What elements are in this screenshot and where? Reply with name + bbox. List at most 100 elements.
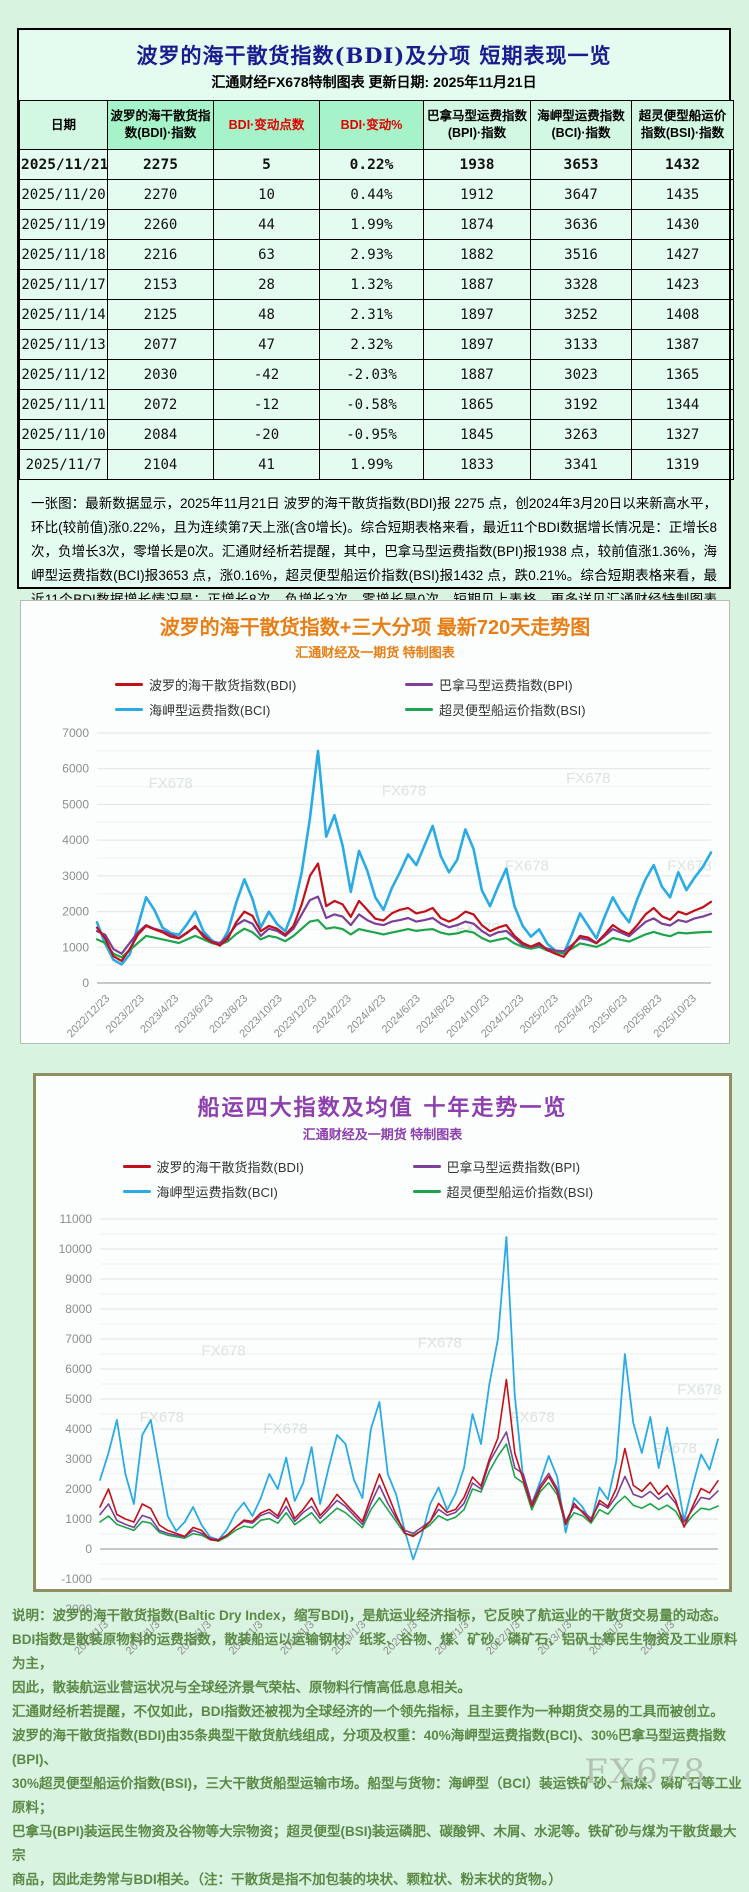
table-cell: -20 [213, 419, 320, 450]
y-tick-label: 3000 [62, 869, 89, 883]
table-cell: 1435 [631, 179, 734, 210]
fx678-watermark: FX678 [505, 858, 549, 875]
table-cell: 1430 [631, 209, 734, 240]
table-cell: 2025/11/19 [19, 209, 108, 240]
table-row: 2025/11/10 2084 -20 -0.95% 1845 3263 1327 [19, 419, 734, 450]
table-row: 2025/11/12 2030 -42 -2.03% 1887 3023 1365 [19, 359, 734, 390]
table-cell: 2025/11/10 [19, 419, 108, 450]
table-row: 2025/11/14 2125 48 2.31% 1897 3252 1408 [19, 299, 734, 330]
table-cell: -12 [213, 389, 320, 420]
table-cell: 2.32% [319, 329, 424, 360]
table-cell: 1.99% [319, 209, 424, 240]
table-cell: 1845 [423, 419, 531, 450]
table-subtitle: 汇通财经FX678特制图表 更新日期: 2025年11月21日 [211, 74, 537, 90]
chart-10year-card: 船运四大指数及均值 十年走势一览 汇通财经及一期货 特制图表 波罗的海干散货指数… [33, 1073, 732, 1657]
fx678-watermark: FX678 [510, 1409, 554, 1426]
column-header-6: 超灵便型船运价指数(BSI)·指数 [631, 100, 734, 150]
legend-swatch-bdi [122, 1165, 151, 1168]
table-cell: 63 [213, 239, 320, 270]
legend-label-bdi: 波罗的海干散货指数(BDI) [149, 678, 297, 693]
table-cell: 1319 [631, 449, 734, 480]
table-cell: 2104 [107, 449, 214, 480]
table-cell: 2025/11/18 [19, 239, 108, 270]
legend-label-bsi: 超灵便型船运价指数(BSI) [439, 703, 586, 718]
table-row: 2025/11/17 2153 28 1.32% 1887 3328 1423 [19, 269, 734, 300]
series-line-bpi [99, 1431, 719, 1541]
y-tick-label: 7000 [65, 1332, 92, 1346]
table-cell: 2025/11/11 [19, 389, 108, 420]
y-tick-label: 10000 [59, 1242, 93, 1256]
chart-10year-legend: 波罗的海干散货指数(BDI) 巴拿马型运费指数(BPI) 海岬型运费指数(BCI) 超… [122, 1157, 643, 1201]
table-cell: -2.03% [319, 359, 424, 390]
table-cell: 44 [213, 209, 320, 240]
table-cell: 2125 [107, 299, 214, 330]
y-tick-label: -1000 [61, 1572, 92, 1586]
chart-10year-title: 船运四大指数及均值 十年走势一览 [197, 1095, 568, 1121]
series-line-bdi [99, 1378, 719, 1542]
table-cell: 2.31% [319, 299, 424, 330]
table-cell: 1865 [423, 389, 531, 420]
y-tick-label: 4000 [65, 1422, 92, 1436]
table-cell: 2025/11/20 [19, 179, 108, 210]
table-row: 2025/11/18 2216 63 2.93% 1882 3516 1427 [19, 239, 734, 270]
table-cell: 1.99% [319, 449, 424, 480]
table-cell: 1882 [423, 239, 531, 270]
fx678-watermark: FX678 [667, 858, 711, 875]
legend-label-bpi: 巴拿马型运费指数(BPI) [439, 678, 573, 693]
table-cell: 1423 [631, 269, 734, 300]
table-cell: 1.32% [319, 269, 424, 300]
series-line-bci [99, 1236, 719, 1561]
column-header-5: 海岬型运费指数(BCI)·指数 [530, 100, 632, 150]
legend-label-bpi: 巴拿马型运费指数(BPI) [446, 1160, 581, 1175]
y-tick-label: 8000 [65, 1302, 92, 1316]
table-row: 2025/11/13 2077 47 2.32% 1897 3133 1387 [19, 329, 734, 360]
series-line-bsi [95, 919, 713, 959]
table-row: 2025/11/19 2260 44 1.99% 1874 3636 1430 [19, 209, 734, 240]
legend-swatch-bci [122, 1190, 151, 1193]
y-tick-label: 3000 [65, 1452, 92, 1466]
footer-line: 说明：波罗的海干散货指数(Baltic Dry Index，缩写BDI)，是航运… [12, 1608, 727, 1623]
footer-explanation: 说明：波罗的海干散货指数(Baltic Dry Index，缩写BDI)，是航运… [12, 1604, 744, 1892]
fx678-watermark: FX678 [201, 1343, 245, 1360]
footer-line: 30%超灵便型船运价指数(BSI)，三大干散货船型运输市场。船型与货物：海岬型（… [12, 1776, 742, 1815]
fx678-watermark: FX678 [140, 1409, 184, 1426]
y-tick-label: 1000 [62, 940, 89, 954]
column-header-4: 巴拿马型运费指数(BPI)·指数 [423, 100, 531, 150]
y-tick-label: 5000 [65, 1392, 92, 1406]
table-cell: 41 [213, 449, 320, 480]
footer-line: 波罗的海干散货指数(BDI)由35条典型干散货航线组成，分项及权重：40%海岬型… [12, 1728, 727, 1767]
table-cell: 3653 [530, 149, 632, 180]
table-cell: 47 [213, 329, 320, 360]
table-cell: 3252 [530, 299, 632, 330]
legend-item-bsi: 超灵便型船运价指数(BSI) [405, 700, 635, 719]
y-tick-label: 0 [82, 976, 89, 990]
table-cell: 3133 [530, 329, 632, 360]
table-cell: 1365 [631, 359, 734, 390]
table-cell: 10 [213, 179, 320, 210]
table-cell: 2030 [107, 359, 214, 390]
legend-swatch-bsi [412, 1190, 441, 1193]
table-cell: 1887 [423, 269, 531, 300]
table-cell: 0.44% [319, 179, 424, 210]
fx678-watermark: FX678 [263, 1421, 307, 1438]
legend-swatch-bpi [405, 683, 433, 686]
table-cell: 2025/11/7 [19, 449, 108, 480]
table-cell: 1938 [423, 149, 531, 180]
table-cell: 28 [213, 269, 320, 300]
legend-item-bpi: 巴拿马型运费指数(BPI) [405, 675, 635, 694]
table-cell: 1427 [631, 239, 734, 270]
table-title: 波罗的海干散货指数(BDI)及分项 短期表现一览 [136, 43, 612, 68]
legend-label-bdi: 波罗的海干散货指数(BDI) [156, 1160, 304, 1175]
table-cell: -0.58% [319, 389, 424, 420]
table-cell: 3341 [530, 449, 632, 480]
y-tick-label: 0 [85, 1542, 92, 1556]
y-tick-label: 11000 [60, 1212, 93, 1226]
chart-720day-plot: 010002000300040005000600070002022/12/232… [62, 726, 713, 1040]
table-row: 2025/11/7 2104 41 1.99% 1833 3341 1319 [19, 449, 734, 480]
footer-line: 商品，因此走势常与BDI相关。（注：干散货是指不加包装的块状、颗粒状、粉末状的货… [12, 1872, 562, 1887]
series-line-bdi [95, 862, 713, 962]
fx678-watermark: FX678 [653, 1440, 697, 1457]
table-cell: 2025/11/17 [19, 269, 108, 300]
table-cell: 3647 [530, 179, 632, 210]
table-cell: 0.22% [319, 149, 424, 180]
